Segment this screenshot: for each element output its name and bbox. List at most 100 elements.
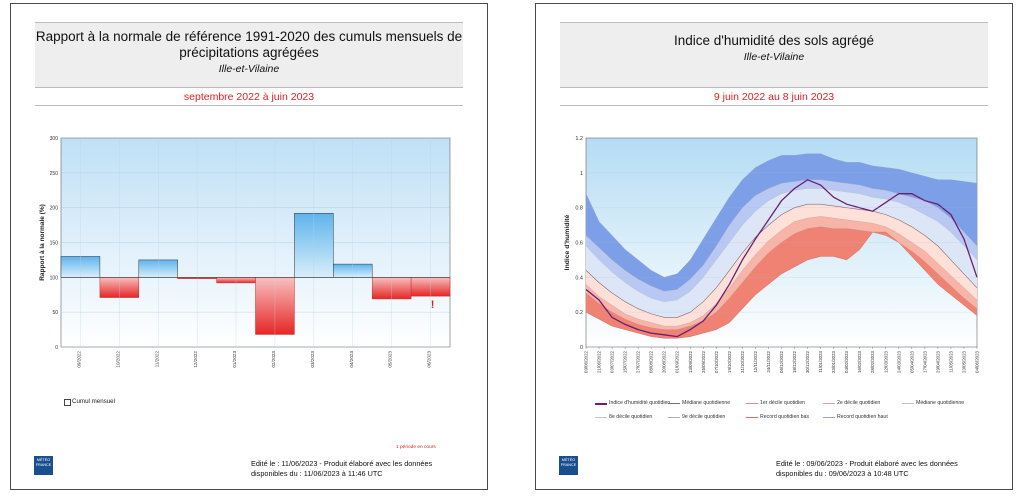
- area-chart: 0 0.2 0.4 0.6 0.8 1 1.2 Indice d'humidité 09/06/…: [564, 136, 980, 373]
- legend-item: Indice d'humidité quotidien: [595, 400, 671, 407]
- precip-ratio-panel: Rapport à la normale de référence 1991-2…: [10, 3, 488, 490]
- x-tick-label: 06/12/2022: [779, 350, 784, 373]
- x-tick-label: 28/02/2023: [870, 350, 875, 373]
- edit-info: Edité le : 09/06/2023 - Produit élaboré …: [776, 459, 958, 479]
- x-tick-label: 20/08/2022: [662, 350, 667, 373]
- footnote: 1 période en cours: [396, 445, 436, 450]
- line-9e-decile: [585, 179, 978, 292]
- y-tick-label: 0: [580, 345, 583, 351]
- legend-label: Médiane quotidienne: [916, 400, 965, 406]
- band-record-high: [586, 153, 977, 292]
- legend-swatch: [746, 417, 758, 418]
- y-tick-label: 0.6: [575, 241, 583, 247]
- legend-label: Indice d'humidité quotidien: [609, 400, 671, 406]
- line-median: [585, 203, 978, 318]
- y-tick-label: 0.4: [575, 275, 583, 281]
- x-tick-label: 15/07/2022: [623, 350, 628, 373]
- x-tick-label: 03/07/2022: [610, 350, 615, 373]
- x-tick-label: 31/10/2022: [740, 350, 745, 373]
- legend-item: Médiane quotidienne: [668, 400, 744, 407]
- x-tick-label: 01/09/2022: [675, 350, 680, 373]
- x-tick-label: 27/07/2022: [636, 350, 641, 373]
- legend-item: 9e décile quotidien: [668, 414, 744, 421]
- x-tick-label: 24/03/2023: [896, 350, 901, 373]
- edit-line-1: Edité le : 11/06/2023 - Produit élaboré …: [251, 459, 433, 468]
- x-tick-label: 11/05/2023: [948, 350, 953, 372]
- legend-swatch: [823, 417, 835, 418]
- y-axis-label: Rapport à la normale (%): [39, 204, 46, 281]
- bar-chart: 0 50 100 150 200 250 300 Rapport à la normale (…: [39, 136, 451, 368]
- y-tick-label: 300: [50, 136, 59, 142]
- legend-swatch: [595, 403, 607, 405]
- x-tick-label: 12/03/2023: [883, 350, 888, 373]
- period-label: 9 juin 2022 au 8 juin 2023: [713, 91, 835, 103]
- y-axis-label: Indice d'humidité: [564, 214, 571, 270]
- x-tick-label: 12/2022: [193, 351, 198, 368]
- x-tick-label: 03/2023: [310, 351, 315, 368]
- x-tick-label: 06/2023: [427, 351, 432, 368]
- edit-line-2: disponibles du : 11/06/2023 à 11:46 UTC: [251, 469, 383, 478]
- x-tick-label: 16/02/2023: [857, 350, 862, 373]
- chart-subtitle: Ille-et-Vilaine: [743, 51, 805, 63]
- y-tick-label: 50: [52, 310, 58, 316]
- band-2e-1er-decile: [586, 216, 977, 330]
- legend-label: Cumul mensuel: [72, 398, 115, 405]
- x-tick-label: 05/04/2023: [909, 350, 914, 373]
- legend-label: 9e décile quotidien: [682, 414, 726, 420]
- y-tick-label: 0.8: [575, 206, 583, 212]
- legend-item: 2e décile quotidien: [823, 400, 899, 407]
- x-tick-label: 07/10/2022: [714, 350, 719, 373]
- x-tick-label: 18/12/2022: [792, 350, 797, 373]
- x-tick-label: 23/01/2023: [831, 350, 836, 373]
- y-tick-label: 100: [50, 275, 59, 281]
- legend-swatch: [823, 403, 835, 404]
- meteo-france-logo: MÉTÉO FRANCE: [34, 456, 53, 475]
- y-tick-label: 0: [55, 345, 58, 351]
- x-tick-label: 19/10/2022: [727, 350, 732, 373]
- x-tick-label: 09/06/2022: [584, 350, 589, 373]
- x-tick-label: 23/05/2023: [961, 350, 966, 373]
- legend-label: Record quotidien bas: [760, 414, 810, 420]
- y-tick-label: 150: [50, 241, 59, 247]
- meteo-france-logo: MÉTÉO FRANCE: [559, 456, 578, 475]
- chart-title: Indice d'humidité des sols agrégé: [674, 33, 874, 48]
- x-tick-label: 11/01/2023: [818, 350, 823, 372]
- x-tick-label: 17/04/2023: [922, 350, 927, 373]
- y-tick-label: 200: [50, 206, 59, 212]
- x-tick-label: 12/11/2022: [753, 350, 758, 372]
- edit-line-1: Edité le : 09/06/2023 - Produit élaboré …: [776, 459, 958, 468]
- in-progress-marker: !: [431, 299, 435, 311]
- x-tick-label: 25/09/2022: [701, 350, 706, 373]
- x-tick-label: 24/11/2022: [766, 350, 771, 372]
- x-tick-label: 05/2023: [388, 351, 393, 368]
- legend-item: Record quotidien haut: [823, 414, 899, 421]
- x-tick-label: 09/2022: [76, 351, 81, 368]
- legend-label: 2e décile quotidien: [837, 400, 881, 406]
- chart-subtitle: Ille-et-Vilaine: [218, 63, 280, 75]
- x-tick-label: 04/2023: [349, 351, 354, 368]
- y-tick-label: 1: [580, 171, 583, 177]
- legend-swatch: [64, 399, 71, 406]
- x-tick-label: 02/2023: [271, 351, 276, 368]
- x-tick-label: 01/2023: [232, 351, 237, 368]
- soil-humidity-panel: Indice d'humidité des sols agrégé Ille-e…: [535, 3, 1013, 490]
- x-tick-label: 30/12/2022: [805, 350, 810, 373]
- legend-item: 8e décile quotidien: [595, 414, 671, 421]
- legend-item: Médiane quotidienne: [902, 400, 978, 407]
- legend-label: Médiane quotidienne: [682, 400, 731, 406]
- legend-swatch: [595, 417, 607, 418]
- x-tick-label: 08/08/2022: [649, 350, 654, 373]
- edit-info: Edité le : 11/06/2023 - Produit élaboré …: [251, 459, 432, 479]
- legend-label: 1er décile quotidien: [760, 400, 805, 406]
- chart-header: Indice d'humidité des sols agrégé Ille-e…: [560, 22, 988, 88]
- y-tick-label: 0.2: [575, 310, 583, 316]
- legend-label: Record quotidien haut: [837, 414, 888, 420]
- legend-item: Record quotidien bas: [746, 414, 822, 421]
- chart-header: Rapport à la normale de référence 1991-2…: [35, 22, 463, 88]
- line-record-low: [585, 231, 978, 339]
- chart-title: Rapport à la normale de référence 1991-2…: [35, 29, 463, 60]
- x-tick-label: 21/06/2022: [597, 350, 602, 373]
- legend-swatch: [668, 403, 680, 404]
- legend-label: 8e décile quotidien: [609, 414, 653, 420]
- legend-swatch: [902, 403, 914, 404]
